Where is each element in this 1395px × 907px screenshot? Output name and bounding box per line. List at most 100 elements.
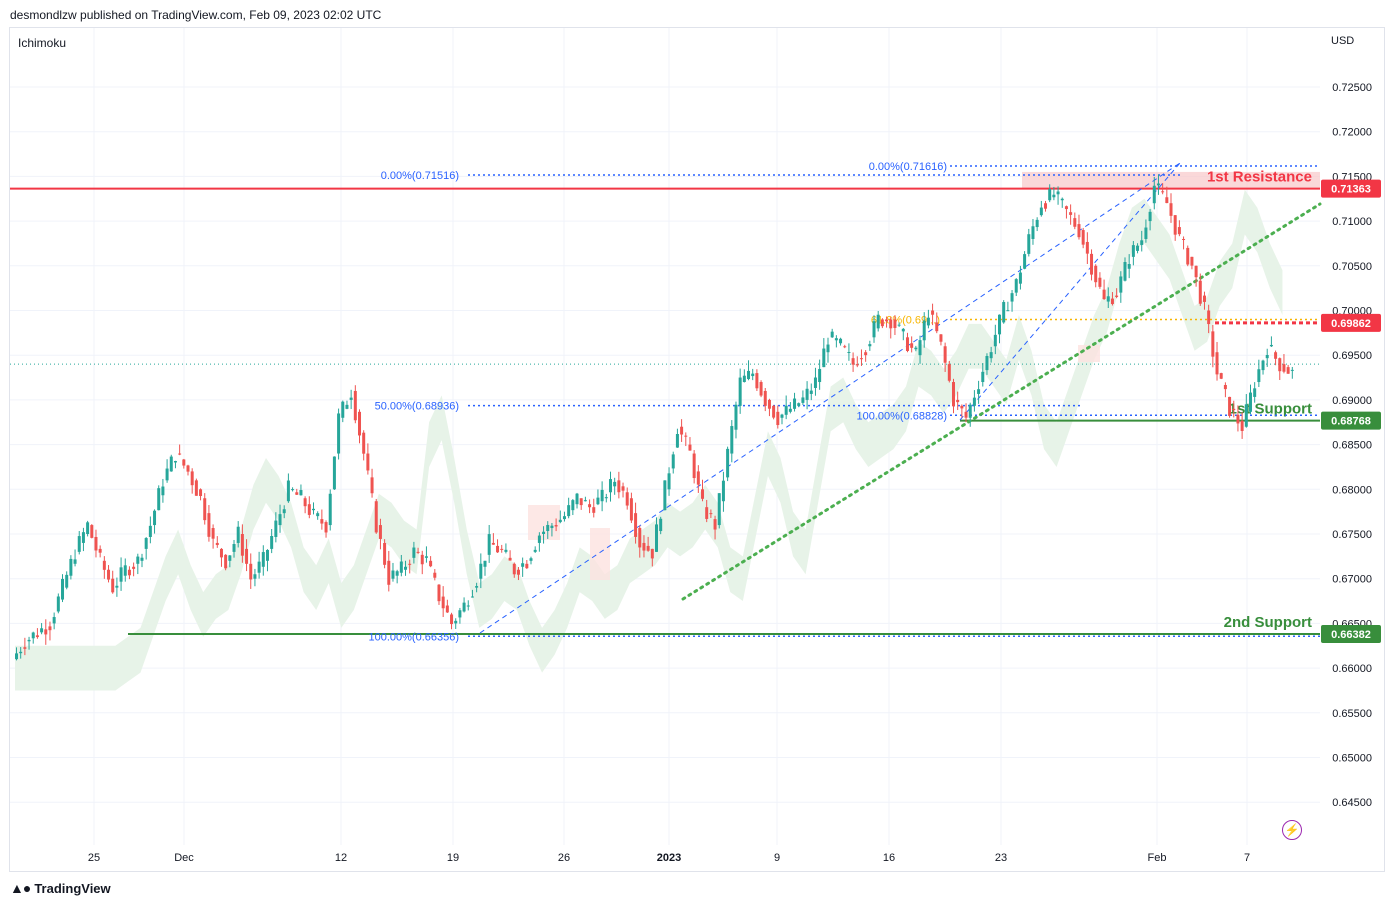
candle-body (44, 629, 48, 635)
candle-body (512, 563, 516, 575)
candle-body (822, 348, 826, 368)
candle-body (207, 513, 211, 537)
candle-body (52, 617, 56, 624)
candle-body (81, 532, 85, 543)
x-tick-label: 26 (558, 852, 570, 864)
candle-body (537, 535, 541, 543)
candle-body (818, 368, 822, 383)
candle-body (525, 563, 529, 569)
y-tick-label: 0.65500 (1332, 708, 1372, 720)
candle-body (1069, 212, 1073, 215)
candle-body (1048, 189, 1052, 201)
candle-body (843, 346, 847, 348)
candle-body (1110, 298, 1114, 305)
price-tags: 0.71363 0.69862 0.68768 0.66382 (1321, 179, 1381, 643)
y-tick-label: 0.65000 (1332, 753, 1372, 765)
candle-body (65, 574, 69, 588)
y-tick-label: 0.72500 (1332, 82, 1372, 94)
candle-body (910, 343, 914, 348)
chart-pane[interactable] (9, 27, 1385, 872)
x-tick-label: 7 (1244, 852, 1250, 864)
candle-body (1077, 224, 1081, 238)
candle-body (194, 480, 198, 496)
candle-body (516, 569, 520, 575)
candle-body (1169, 203, 1173, 216)
candle-body (638, 528, 642, 548)
price-tag-label: 0.69862 (1331, 318, 1371, 330)
candle-body (705, 507, 709, 519)
candle-body (571, 500, 575, 511)
candle-body (629, 498, 633, 521)
y-tick-label: 0.68500 (1332, 440, 1372, 452)
x-tick-label: 2023 (657, 852, 681, 864)
tradingview-footer[interactable]: ▲● TradingView (10, 880, 111, 896)
candle-body (680, 426, 684, 435)
cloud-bear-patch (1078, 345, 1100, 362)
candle-body (1156, 183, 1160, 186)
candle-body (926, 317, 930, 326)
candle-body (383, 542, 387, 565)
candle-body (998, 314, 1002, 335)
candle-body (1044, 203, 1048, 209)
candle-body (1018, 272, 1022, 284)
candle-body (203, 498, 207, 521)
candle-body (880, 319, 884, 327)
candle-body (1136, 245, 1140, 251)
candle-body (320, 519, 324, 524)
fib-label: 0.00%(0.71516) (381, 170, 459, 182)
candle-body (1090, 253, 1094, 275)
lightning-icon[interactable]: ⚡ (1282, 820, 1302, 840)
candle-body (956, 399, 960, 403)
candle-body (1106, 296, 1110, 302)
candle-body (27, 639, 31, 642)
candle-body (655, 524, 658, 552)
candle-body (834, 338, 838, 341)
candle-body (345, 404, 349, 409)
candle-body (424, 556, 428, 558)
candle-body (215, 542, 219, 546)
candle-body (1081, 230, 1085, 245)
candle-body (475, 586, 479, 588)
candle-body (993, 334, 997, 347)
candle-body (404, 566, 408, 570)
uptrend-line (681, 202, 1322, 601)
candle-body (1010, 293, 1014, 302)
candle-body (613, 481, 617, 487)
candle-body (529, 558, 533, 561)
candle-body (1014, 279, 1018, 293)
fib-anchor-line (959, 162, 1181, 421)
candle-body (153, 510, 157, 526)
y-tick-label: 0.66000 (1332, 663, 1372, 675)
candle-body (521, 563, 525, 567)
indicator-legend[interactable]: Ichimoku (18, 36, 67, 50)
candle-body (977, 389, 981, 394)
candle-body (533, 549, 537, 552)
candle-body (127, 569, 131, 576)
candle-body (1131, 245, 1135, 257)
candle-body (1236, 414, 1240, 424)
candle-body (349, 397, 353, 400)
candle-body (73, 559, 77, 564)
candle-body (1052, 194, 1056, 198)
fib-anchor-line (479, 162, 1181, 634)
candle-body (257, 561, 261, 573)
tradingview-logo-icon: ▲● (10, 880, 31, 896)
candle-body (855, 364, 859, 366)
candle-body (964, 411, 968, 418)
candle-body (1152, 185, 1156, 204)
candle-body (190, 471, 194, 486)
candle-body (77, 536, 81, 552)
fibonacci-lines: 0.00%(0.71516) 50.00%(0.68936) 100.00%(0.6… (368, 161, 1320, 643)
candle-body (445, 605, 449, 613)
candle-body (412, 547, 416, 558)
candle-body (1182, 238, 1186, 240)
cloud-bear-patch (590, 528, 610, 580)
candle-body (157, 488, 161, 511)
candle-body (558, 519, 562, 523)
candle-body (1265, 354, 1269, 359)
candle-body (784, 405, 788, 415)
grid-lines (10, 28, 1320, 845)
candle-body (358, 411, 362, 436)
candle-body (780, 414, 784, 418)
